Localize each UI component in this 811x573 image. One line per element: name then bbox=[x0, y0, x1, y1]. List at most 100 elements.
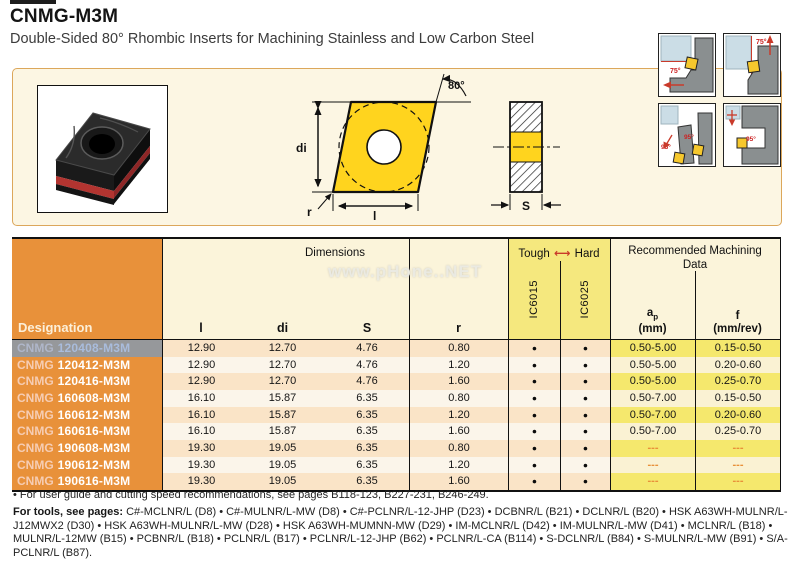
cell-r: 1.60 bbox=[409, 473, 508, 490]
cell-f: --- bbox=[695, 473, 780, 490]
cell-ic6015: ● bbox=[508, 373, 560, 390]
designation-header-cell: Designation bbox=[12, 239, 162, 339]
designation-header-label: Designation bbox=[18, 320, 93, 335]
cell-ic6015: ● bbox=[508, 456, 560, 474]
insert-icon bbox=[691, 143, 705, 157]
cell-ic6015: ● bbox=[508, 473, 560, 490]
cell-des[interactable]: CNMG 120408-M3M bbox=[12, 340, 162, 357]
cell-ap: 0.50-7.00 bbox=[610, 423, 695, 440]
page-title: CNMG-M3M bbox=[10, 6, 119, 27]
designation-prefix: CNMG bbox=[17, 390, 54, 405]
di-label: di bbox=[296, 141, 307, 155]
header-divider bbox=[508, 239, 509, 339]
lead-angle-label: 95° bbox=[746, 135, 756, 143]
col-header-r: r bbox=[456, 321, 461, 335]
user-guide-note: • For user guide and cutting speed recom… bbox=[13, 489, 489, 501]
cell-di: 19.05 bbox=[240, 456, 325, 474]
cell-f: 0.20-0.60 bbox=[695, 356, 780, 374]
insert-photo-frame bbox=[37, 85, 168, 213]
r-label: r bbox=[307, 205, 312, 219]
cell-di: 15.87 bbox=[240, 423, 325, 440]
cell-r: 0.80 bbox=[409, 439, 508, 457]
cell-s: 6.35 bbox=[325, 439, 409, 457]
cell-r: 1.60 bbox=[409, 423, 508, 440]
table-header: Designation Dimensions Tough ⟷ Hard Reco… bbox=[12, 239, 780, 340]
angle-label: 80° bbox=[448, 80, 465, 92]
cell-l: 16.10 bbox=[162, 406, 240, 424]
page-edge-mark bbox=[10, 0, 56, 4]
designation-prefix: CNMG bbox=[17, 357, 54, 372]
cell-f: 0.25-0.70 bbox=[695, 373, 780, 390]
cell-ap: 0.50-5.00 bbox=[610, 373, 695, 390]
designation-prefix: CNMG bbox=[17, 440, 54, 455]
cell-des[interactable]: CNMG 120416-M3M bbox=[12, 373, 162, 390]
cell-s: 6.35 bbox=[325, 423, 409, 440]
lead-angle-label: 75° bbox=[756, 38, 767, 46]
designation-code: 160608-M3M bbox=[57, 390, 131, 405]
designation-code: 190608-M3M bbox=[57, 440, 131, 455]
s-label: S bbox=[522, 199, 530, 213]
cell-di: 15.87 bbox=[240, 389, 325, 407]
cell-ic6015: ● bbox=[508, 340, 560, 357]
designation-prefix: CNMG bbox=[17, 474, 54, 489]
designation-prefix: CNMG bbox=[17, 457, 54, 472]
col-header-ap: ap (mm) bbox=[638, 306, 667, 335]
cell-ic6015: ● bbox=[508, 356, 560, 374]
cell-des[interactable]: CNMG 190612-M3M bbox=[12, 456, 162, 474]
cell-ic6015: ● bbox=[508, 406, 560, 424]
cell-di: 12.70 bbox=[240, 373, 325, 390]
table-row: CNMG 190616-M3M 19.30 19.05 6.35 1.60 ● ● --- --- bbox=[12, 473, 780, 490]
tools-note: For tools, see pages: C#-MCLNR/L (D8) • … bbox=[13, 506, 791, 560]
tough-label: Tough bbox=[518, 248, 550, 260]
cell-ic6025: ● bbox=[560, 356, 610, 374]
cell-f: 0.15-0.50 bbox=[695, 340, 780, 357]
header-divider bbox=[409, 239, 410, 339]
cell-ap: 0.50-7.00 bbox=[610, 406, 695, 424]
cell-f: 0.20-0.60 bbox=[695, 406, 780, 424]
cell-r: 1.20 bbox=[409, 406, 508, 424]
lead-angle-label: 95° bbox=[684, 133, 694, 141]
tough-hard-arrow-icon: ⟷ bbox=[553, 248, 571, 260]
feed-arrow bbox=[663, 141, 670, 149]
cell-ap: --- bbox=[610, 439, 695, 457]
table-row: CNMG 120416-M3M 12.90 12.70 4.76 1.60 ● ● 0.50-5… bbox=[12, 373, 780, 390]
cell-f: 0.25-0.70 bbox=[695, 423, 780, 440]
hard-label: Hard bbox=[574, 248, 600, 260]
tools-note-label: For tools, see pages: bbox=[13, 506, 124, 518]
cell-r: 0.80 bbox=[409, 340, 508, 357]
feed-arrow bbox=[663, 81, 671, 89]
header-divider bbox=[162, 239, 163, 339]
cell-l: 12.90 bbox=[162, 340, 240, 357]
cell-ic6025: ● bbox=[560, 423, 610, 440]
designation-prefix: CNMG bbox=[17, 374, 54, 389]
cell-di: 19.05 bbox=[240, 473, 325, 490]
cell-ap: 0.50-5.00 bbox=[610, 340, 695, 357]
cell-des[interactable]: CNMG 160612-M3M bbox=[12, 406, 162, 424]
application-panel-profiling: 95° 95° bbox=[658, 103, 716, 167]
cell-ic6015: ● bbox=[508, 423, 560, 440]
cell-des[interactable]: CNMG 160608-M3M bbox=[12, 389, 162, 407]
cell-ap: 0.50-7.00 bbox=[610, 389, 695, 407]
cell-des[interactable]: CNMG 120412-M3M bbox=[12, 356, 162, 374]
cell-ap: --- bbox=[610, 473, 695, 490]
designation-prefix: CNMG bbox=[17, 407, 54, 422]
machining-header-line2: Data bbox=[682, 259, 708, 271]
cell-ic6025: ● bbox=[560, 473, 610, 490]
cell-des[interactable]: CNMG 160616-M3M bbox=[12, 423, 162, 440]
insert-icon bbox=[736, 137, 748, 149]
cell-r: 1.60 bbox=[409, 373, 508, 390]
lead-angle-label: 75° bbox=[670, 67, 681, 75]
application-panel-boring: 95° bbox=[723, 103, 781, 167]
header-divider bbox=[610, 239, 611, 339]
cell-f: --- bbox=[695, 456, 780, 474]
application-panel-turning: 75° bbox=[658, 33, 716, 97]
cell-des[interactable]: CNMG 190616-M3M bbox=[12, 473, 162, 490]
table-row: CNMG 190612-M3M 19.30 19.05 6.35 1.20 ● ● --- --- bbox=[12, 456, 780, 474]
designation-code: 120416-M3M bbox=[57, 374, 131, 389]
cell-ic6025: ● bbox=[560, 406, 610, 424]
cell-ic6025: ● bbox=[560, 456, 610, 474]
application-diagrams: 75° 75° 95° 95° bbox=[658, 33, 781, 167]
tool-holder bbox=[697, 112, 713, 165]
cell-des[interactable]: CNMG 190608-M3M bbox=[12, 439, 162, 457]
designation-code: 120412-M3M bbox=[57, 357, 131, 372]
